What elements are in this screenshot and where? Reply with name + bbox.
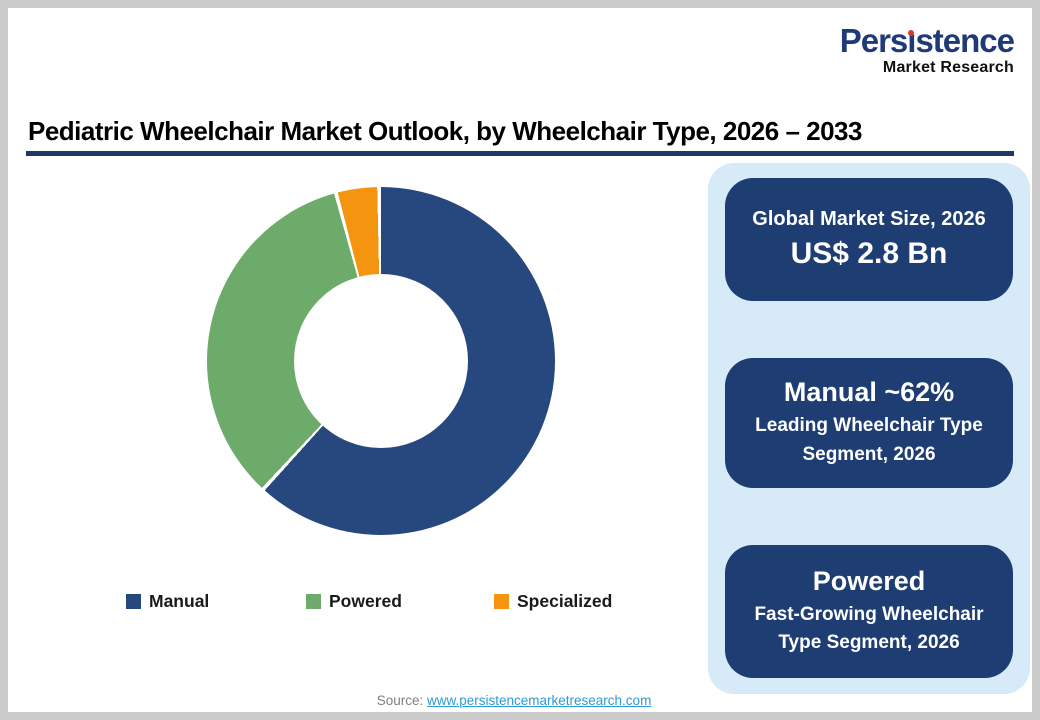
stat-box-market-size: Global Market Size, 2026 US$ 2.8 Bn xyxy=(725,178,1013,301)
stat-fast-growing-label: Fast-Growing Wheelchair Type Segment, 20… xyxy=(754,603,984,654)
stat-fast-growing-value: Powered xyxy=(812,565,926,596)
legend-swatch-manual xyxy=(126,594,141,609)
page-title: Pediatric Wheelchair Market Outlook, by … xyxy=(28,116,862,146)
legend-item-specialized: Specialized xyxy=(494,591,612,612)
stat-box-leading-segment: Manual ~62% Leading Wheelchair Type Segm… xyxy=(725,358,1013,488)
source-label: Source: xyxy=(376,693,424,708)
legend-swatch-powered xyxy=(306,594,321,609)
brand-logo: Persıstence Market Research xyxy=(839,22,1015,76)
brand-logo-wordmark: Persıstence xyxy=(839,22,1015,59)
donut-chart xyxy=(207,187,555,535)
stat-market-size-value: US$ 2.8 Bn xyxy=(790,237,948,270)
chart-legend: Manual Powered Specialized xyxy=(118,591,663,619)
donut-chart-hole xyxy=(294,274,468,448)
highlights-panel: Global Market Size, 2026 US$ 2.8 Bn Manu… xyxy=(708,163,1030,694)
stat-box-fast-growing-segment: Powered Fast-Growing Wheelchair Type Seg… xyxy=(725,545,1013,678)
legend-label-specialized: Specialized xyxy=(517,591,613,611)
legend-item-powered: Powered xyxy=(306,591,402,612)
stat-leading-segment-value: Manual ~62% xyxy=(783,377,955,407)
logo-text-post: stence xyxy=(915,22,1015,59)
legend-label-powered: Powered xyxy=(329,591,402,611)
stat-leading-segment-label: Leading Wheelchair Type Segment, 2026 xyxy=(755,415,983,465)
legend-item-manual: Manual xyxy=(126,591,209,612)
stat-market-size-label: Global Market Size, 2026 xyxy=(752,208,986,230)
source-link[interactable]: www.persistencemarketresearch.com xyxy=(426,693,652,708)
source-line: Source: www.persistencemarketresearch.co… xyxy=(8,693,1020,708)
title-underline xyxy=(26,151,1014,156)
logo-text-pre: Pers xyxy=(839,22,909,59)
brand-logo-subtitle: Market Research xyxy=(882,59,1014,76)
legend-swatch-specialized xyxy=(494,594,509,609)
legend-label-manual: Manual xyxy=(149,591,210,611)
logo-red-dot-i: ı xyxy=(907,22,916,59)
